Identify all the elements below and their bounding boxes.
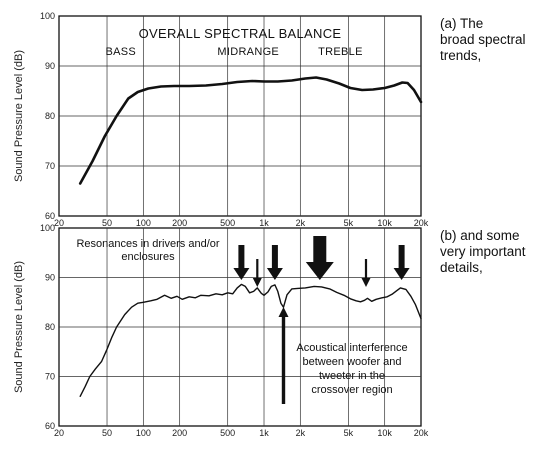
y-tick-label: 70 xyxy=(45,161,55,171)
x-tick-label: 500 xyxy=(220,428,235,438)
y-tick-label: 60 xyxy=(45,211,55,221)
y-axis-label: Sound Pressure Level (dB) xyxy=(13,50,25,182)
x-tick-label: 2k xyxy=(296,218,306,228)
interference-annotation: crossover region xyxy=(311,384,392,396)
resonance-arrow xyxy=(233,245,250,280)
x-tick-label: 500 xyxy=(220,218,235,228)
y-tick-label: 90 xyxy=(45,273,55,283)
chart-title: OVERALL SPECTRAL BALANCE xyxy=(139,26,342,41)
x-tick-label: 1k xyxy=(259,218,269,228)
side-note-line: broad spectral xyxy=(440,32,526,47)
y-tick-label: 70 xyxy=(45,372,55,382)
y-tick-label: 100 xyxy=(40,11,55,21)
side-note-line: very important xyxy=(440,244,526,259)
interference-arrow xyxy=(278,307,289,404)
x-tick-label: 10k xyxy=(377,218,392,228)
resonance-annotation: enclosures xyxy=(121,251,175,263)
x-tick-label: 1k xyxy=(259,428,269,438)
resonance-arrow xyxy=(252,259,262,287)
x-tick-label: 20 xyxy=(54,428,64,438)
x-tick-label: 200 xyxy=(172,428,187,438)
band-label: BASS xyxy=(105,46,136,58)
x-tick-label: 100 xyxy=(136,428,151,438)
y-axis-label: Sound Pressure Level (dB) xyxy=(13,261,25,393)
interference-annotation: between woofer and xyxy=(302,356,401,368)
interference-annotation: Acoustical interference xyxy=(296,342,407,354)
band-label: MIDRANGE xyxy=(217,46,279,58)
resonance-arrow xyxy=(266,245,283,280)
y-tick-label: 80 xyxy=(45,322,55,332)
x-tick-label: 20 xyxy=(54,218,64,228)
resonance-arrow xyxy=(393,245,410,280)
interference-annotation: tweeter in the xyxy=(319,370,385,382)
series-line xyxy=(79,283,422,397)
x-tick-label: 50 xyxy=(102,218,112,228)
resonance-annotation: Resonances in drivers and/or xyxy=(76,238,219,250)
side-note-line: (a) The xyxy=(440,16,483,31)
x-tick-label: 50 xyxy=(102,428,112,438)
band-label: TREBLE xyxy=(318,46,363,58)
resonance-arrow xyxy=(305,236,334,280)
y-tick-label: 90 xyxy=(45,61,55,71)
x-tick-label: 200 xyxy=(172,218,187,228)
side-note-line: trends, xyxy=(440,48,481,63)
x-tick-label: 100 xyxy=(136,218,151,228)
resonance-arrow xyxy=(361,259,371,287)
side-note-line: (b) and some xyxy=(440,228,520,243)
x-tick-label: 20k xyxy=(414,218,429,228)
side-note-line: details, xyxy=(440,260,483,275)
x-tick-label: 20k xyxy=(414,428,429,438)
y-tick-label: 60 xyxy=(45,421,55,431)
y-tick-label: 100 xyxy=(40,223,55,233)
x-tick-label: 5k xyxy=(344,218,354,228)
x-tick-label: 2k xyxy=(296,428,306,438)
y-tick-label: 80 xyxy=(45,111,55,121)
x-tick-label: 5k xyxy=(344,428,354,438)
x-tick-label: 10k xyxy=(377,428,392,438)
series-line xyxy=(78,76,423,185)
